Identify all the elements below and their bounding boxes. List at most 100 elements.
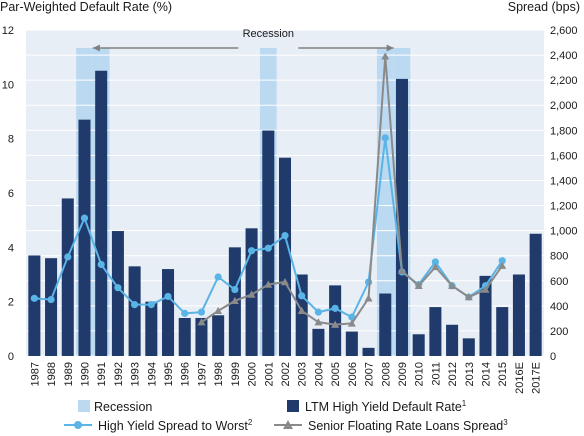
bar-1993 <box>128 266 141 356</box>
bar-2013 <box>462 338 475 356</box>
bar-2004 <box>312 328 325 356</box>
legend-loan-spread-footnote: 3 <box>503 418 508 427</box>
x-tick-label: 1988 <box>46 362 58 386</box>
bar-2011 <box>429 307 442 356</box>
loan-spread-point-1998 <box>214 306 223 315</box>
loan-spread-point-2002 <box>281 278 289 286</box>
hy-spread-point-1991 <box>97 260 105 269</box>
x-tick-label: 1998 <box>213 362 225 386</box>
legend-default-rate-text: LTM High Yield Default Rate <box>305 400 462 414</box>
right-tick-label: 400 <box>550 301 568 313</box>
loan-spread-point-2004 <box>314 318 323 326</box>
x-tick-label: 2008 <box>380 362 392 386</box>
left-tick-label: 12 <box>2 25 14 37</box>
hy-spread-point-1995 <box>164 292 172 301</box>
bar-1995 <box>162 269 175 356</box>
x-tick-label: 2001 <box>263 362 275 386</box>
x-tick-label: 2007 <box>364 362 376 386</box>
loan-spread-point-2005 <box>331 320 340 328</box>
bar-2012 <box>446 324 459 356</box>
loan-spread-point-1997 <box>197 318 206 326</box>
legend-recession-label: Recession <box>94 400 152 414</box>
loan-spread-point-2015 <box>498 261 507 269</box>
bar-2017E <box>529 233 542 356</box>
right-tick-label: 600 <box>550 276 568 288</box>
hy-spread-point-2004 <box>314 308 323 316</box>
legend-default-rate-label: LTM High Yield Default Rate1 <box>305 399 467 414</box>
right-tick-label: 0 <box>550 351 556 363</box>
x-tick-label: 2009 <box>397 362 409 386</box>
hy-spread-point-2002 <box>281 232 289 240</box>
spread-lines <box>30 52 507 328</box>
bar-2009 <box>395 78 408 357</box>
x-tick-label: 2017E <box>531 362 543 394</box>
loan-spread-point-2014 <box>481 285 490 293</box>
x-tick-label: 1999 <box>230 362 242 386</box>
legend-loan-spread-text: Senior Floating Rate Loans Spread <box>308 419 503 433</box>
bar-2001 <box>262 130 275 356</box>
right-tick-label: 2,600 <box>550 25 578 37</box>
hy-spread-point-2005 <box>331 304 339 312</box>
bar-1988 <box>45 258 58 356</box>
bar-2003 <box>295 274 308 356</box>
bar-1994 <box>145 301 158 356</box>
default-rate-bars <box>28 70 542 357</box>
right-tick-label: 2,200 <box>550 75 578 87</box>
x-tick-label: 2013 <box>464 362 476 386</box>
loan-spread-point-2001 <box>264 280 273 288</box>
left-tick-label: 0 <box>8 351 14 363</box>
hy-spread-point-1999 <box>231 285 239 294</box>
hy-spread-point-1998 <box>214 273 222 281</box>
legend-hy-spread-marker <box>74 421 82 429</box>
axes: Par-Weighted Default Rate (%) Spread (bp… <box>0 0 580 394</box>
loan-spread-point-2008 <box>381 52 390 60</box>
x-tick-label: 2012 <box>447 362 459 386</box>
legend-recession-swatch <box>78 400 90 412</box>
x-tick-label: 2015 <box>497 362 509 386</box>
x-tick-label: 2005 <box>330 362 342 386</box>
right-tick-label: 2,000 <box>550 100 578 112</box>
loan-spread-point-1999 <box>230 296 239 305</box>
bar-2014 <box>479 275 492 356</box>
hy-spread-point-1989 <box>64 253 72 261</box>
hy-spread-point-2001 <box>264 244 272 252</box>
hy-spread-point-2011 <box>431 258 439 266</box>
hy-spread-point-2000 <box>247 247 256 255</box>
bar-2010 <box>412 334 425 356</box>
x-tick-label: 2006 <box>347 362 359 386</box>
hy-spread-point-1990 <box>80 214 89 222</box>
bar-2016E <box>512 274 525 356</box>
bar-1997 <box>195 317 208 356</box>
legend-hy-spread-text: High Yield Spread to Worst <box>98 419 248 433</box>
x-tick-label: 1997 <box>196 362 208 386</box>
bar-2002 <box>278 157 292 356</box>
x-tick-label: 2004 <box>313 362 325 386</box>
left-tick-label: 4 <box>8 242 14 254</box>
legend-loan-spread-label: Senior Floating Rate Loans Spread3 <box>308 418 508 433</box>
loan-spread-point-2003 <box>297 306 306 315</box>
right-tick-label: 1,000 <box>550 226 578 238</box>
loan-spread-point-2009 <box>397 266 406 274</box>
left-axis-title: Par-Weighted Default Rate (%) <box>0 0 172 14</box>
recession-annotation-label: Recession <box>243 28 294 40</box>
legend-loan-spread-marker <box>283 420 293 429</box>
loan-spread-point-2007 <box>364 294 373 302</box>
bar-2008 <box>379 293 392 356</box>
left-tick-label: 6 <box>8 188 14 200</box>
right-axis-title: Spread (bps) <box>508 0 580 14</box>
legend-default-rate-swatch <box>287 400 299 412</box>
legend-hy-spread-label: High Yield Spread to Worst2 <box>98 418 253 433</box>
right-tick-label: 1,800 <box>550 125 578 137</box>
x-tick-label: 1993 <box>130 362 142 386</box>
loan-spread-point-2011 <box>431 262 440 271</box>
x-tick-label: 2003 <box>297 362 309 386</box>
right-tick-label: 1,200 <box>550 201 578 213</box>
hy-spread-point-1987 <box>30 294 38 302</box>
x-tick-label: 1989 <box>63 362 75 386</box>
x-tick-label: 2016E <box>514 362 526 394</box>
x-tick-label: 1996 <box>180 362 192 386</box>
x-tick-label: 1992 <box>113 362 125 386</box>
hy-spread-point-1988 <box>47 295 55 304</box>
hy-spread-point-1992 <box>114 284 122 292</box>
